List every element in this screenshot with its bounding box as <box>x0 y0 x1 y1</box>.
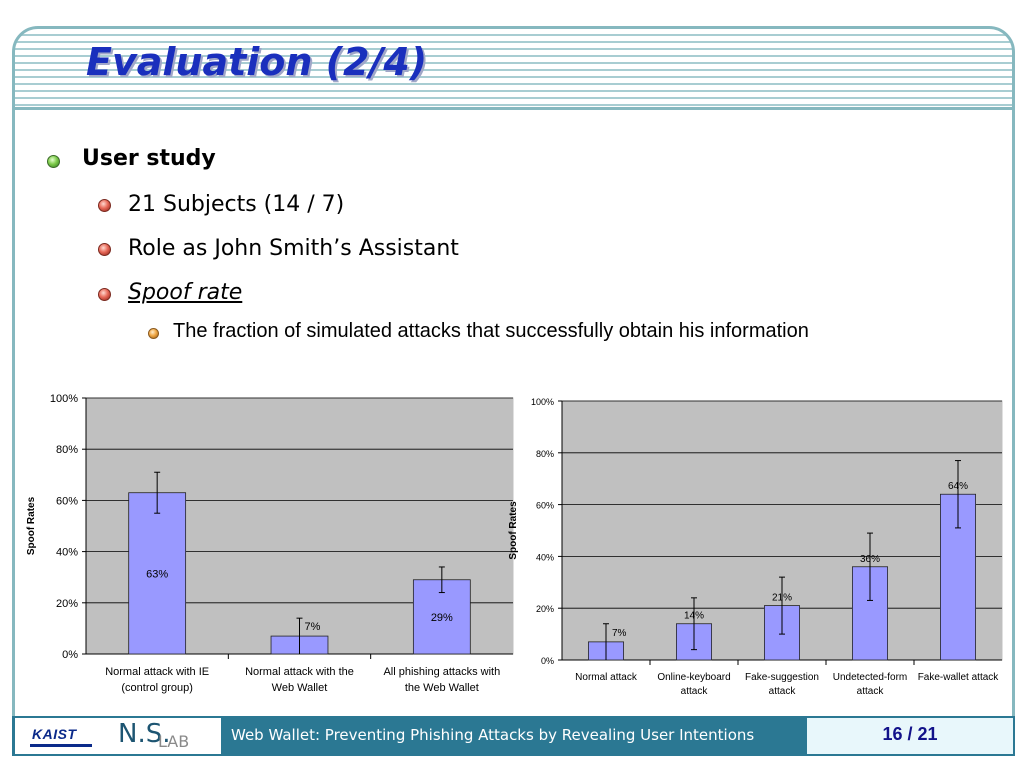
y-axis-label: Spoof Rates <box>26 496 37 555</box>
x-tick-label: All phishing attacks with <box>383 666 500 678</box>
y-axis-label: Spoof Rates <box>508 501 519 560</box>
x-tick-label: Fake-wallet attack <box>918 672 1000 683</box>
x-tick-label: Online-keyboard <box>657 672 730 683</box>
bullet-role: Role as John Smith’s Assistant <box>128 236 459 261</box>
page-number: 16 / 21 <box>882 724 938 744</box>
y-tick-label: 60% <box>56 495 78 507</box>
y-tick-label: 80% <box>536 449 554 459</box>
kaist-logo: KAIST <box>32 726 77 742</box>
y-tick-label: 100% <box>531 397 554 407</box>
bullet-user-study: User study <box>82 146 216 171</box>
header-divider <box>14 107 1013 110</box>
bullet-spoof-rate: Spoof rate <box>128 280 243 305</box>
data-label: 63% <box>146 568 168 580</box>
logo-area <box>15 718 221 754</box>
x-tick-label: Fake-suggestion <box>745 672 819 683</box>
x-tick-label: Normal attack with the <box>245 666 354 678</box>
bullet-definition: The fraction of simulated attacks that s… <box>173 320 809 342</box>
data-label: 14% <box>684 611 704 622</box>
x-tick-label: Undetected-form <box>833 672 907 683</box>
y-tick-label: 80% <box>56 444 78 456</box>
x-tick-label: attack <box>681 686 709 697</box>
y-tick-label: 40% <box>56 547 78 559</box>
bullet-subjects: 21 Subjects (14 / 7) <box>128 192 345 217</box>
bullet-red-icon <box>98 243 111 256</box>
chart-spoof-rates-web-wallet: 0% 20% 40% 60% 80% 100% Spoof Rates 63% Normal a… <box>26 393 514 694</box>
bullet-red-icon <box>98 288 111 301</box>
data-label: 36% <box>860 554 880 565</box>
footer-title: Web Wallet: Preventing Phishing Attacks … <box>231 726 755 744</box>
y-tick-label: 40% <box>536 552 554 562</box>
kaist-logo-underline <box>30 744 92 747</box>
y-tick-label: 20% <box>56 598 78 610</box>
y-tick-label: 100% <box>50 393 78 405</box>
y-tick-label: 0% <box>62 649 78 661</box>
x-tick-label: the Web Wallet <box>405 682 479 694</box>
x-tick-label: Normal attack with IE <box>105 666 209 678</box>
bullet-green-icon <box>47 155 60 168</box>
data-label: 21% <box>772 593 792 604</box>
chart-spoof-rates-by-attack: 0% 20% 40% 60% 80% 100% Spoof Rates 7% Normal at… <box>508 397 1003 697</box>
x-tick-label: attack <box>769 686 797 697</box>
data-label: 64% <box>948 481 968 492</box>
data-label: 7% <box>305 621 321 633</box>
data-label: 29% <box>431 612 453 624</box>
y-tick-label: 20% <box>536 604 554 614</box>
bar <box>128 492 187 655</box>
slide-title: Evaluation (2/4) <box>86 40 428 84</box>
x-tick-label: attack <box>857 686 885 697</box>
bullet-red-icon <box>98 199 111 212</box>
x-tick-label: (control group) <box>121 682 193 694</box>
x-tick-label: Normal attack <box>575 672 638 683</box>
x-tick-label: Web Wallet <box>272 682 328 694</box>
nslab-logo: N.S. <box>118 719 171 749</box>
data-label: 7% <box>612 628 627 639</box>
nslab-logo-lab: LAB <box>158 732 190 751</box>
y-tick-label: 0% <box>541 656 554 666</box>
page-number-box <box>807 718 1013 754</box>
header-band <box>14 29 1013 107</box>
y-tick-label: 60% <box>536 501 554 511</box>
bullet-orange-icon <box>148 328 159 339</box>
